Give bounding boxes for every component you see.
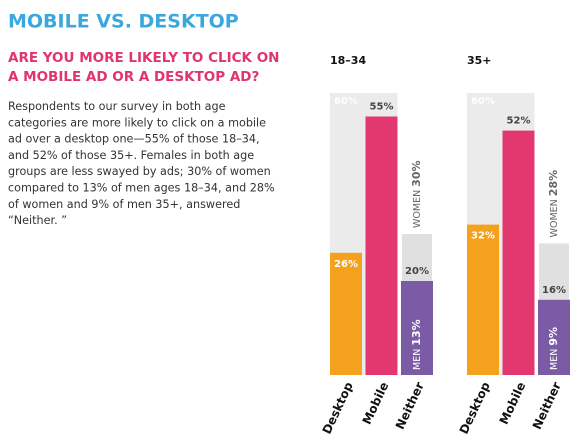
men-bar [403,313,431,375]
men-bar [540,332,568,375]
bar [502,130,535,375]
x-tick-label: Mobile [497,380,529,427]
chart-title: 35+ [467,54,492,67]
y-tick-label: 60% [471,96,495,107]
body-text: Respondents to our survey in both age cat… [8,100,275,227]
value-label: 20% [405,266,429,277]
series-name: MEN [412,349,423,370]
bar [330,252,362,375]
value-label: 32% [471,231,495,242]
body-line: ad over a desktop one—55% of those 18–34… [8,133,260,146]
series-name: WOMEN [549,199,560,237]
series-name: MEN [549,349,560,370]
value-label: 16% [542,285,566,296]
y-tick-label: 60% [334,96,358,107]
subtitle-line: A MOBILE AD OR A DESKTOP AD? [8,69,259,85]
chart-title: 18–34 [330,54,366,67]
men-value-label: 9% [547,327,560,346]
body-line: Respondents to our survey in both age [8,100,226,113]
series-name: WOMEN [412,190,423,228]
body-line: groups are less swayed by ads; 30% of wo… [8,165,271,178]
x-tick-label: Desktop [457,379,493,436]
x-tick-label: Mobile [360,380,392,427]
bar [467,224,499,375]
value-label: 26% [334,259,358,270]
body-line: of women and 9% of men 35+, answered [8,198,240,211]
men-value-label: 13% [410,319,423,345]
value-label: 52% [507,116,531,127]
body-line: and 52% of those 35+. Females in both ag… [8,149,254,162]
men-label: MEN 13% [410,319,423,370]
x-tick-label: Desktop [320,379,356,436]
x-tick-label: Neither [530,380,564,432]
women-label: WOMEN 30% [410,160,423,228]
body-line: compared to 13% of men ages 18–34, and 2… [8,182,275,195]
page-title: MOBILE VS. DESKTOP [8,11,239,33]
subtitle-line: ARE YOU MORE LIKELY TO CLICK ON [8,50,279,66]
women-label: WOMEN 28% [547,170,560,238]
women-value-label: 30% [410,160,423,186]
body-line: categories are more likely to click on a… [8,116,266,129]
value-label: 55% [370,102,394,113]
body-line: “Neither. ” [8,214,67,227]
bar [365,116,398,375]
women-value-label: 28% [547,170,560,196]
men-label: MEN 9% [547,327,560,370]
x-tick-label: Neither [393,380,427,432]
